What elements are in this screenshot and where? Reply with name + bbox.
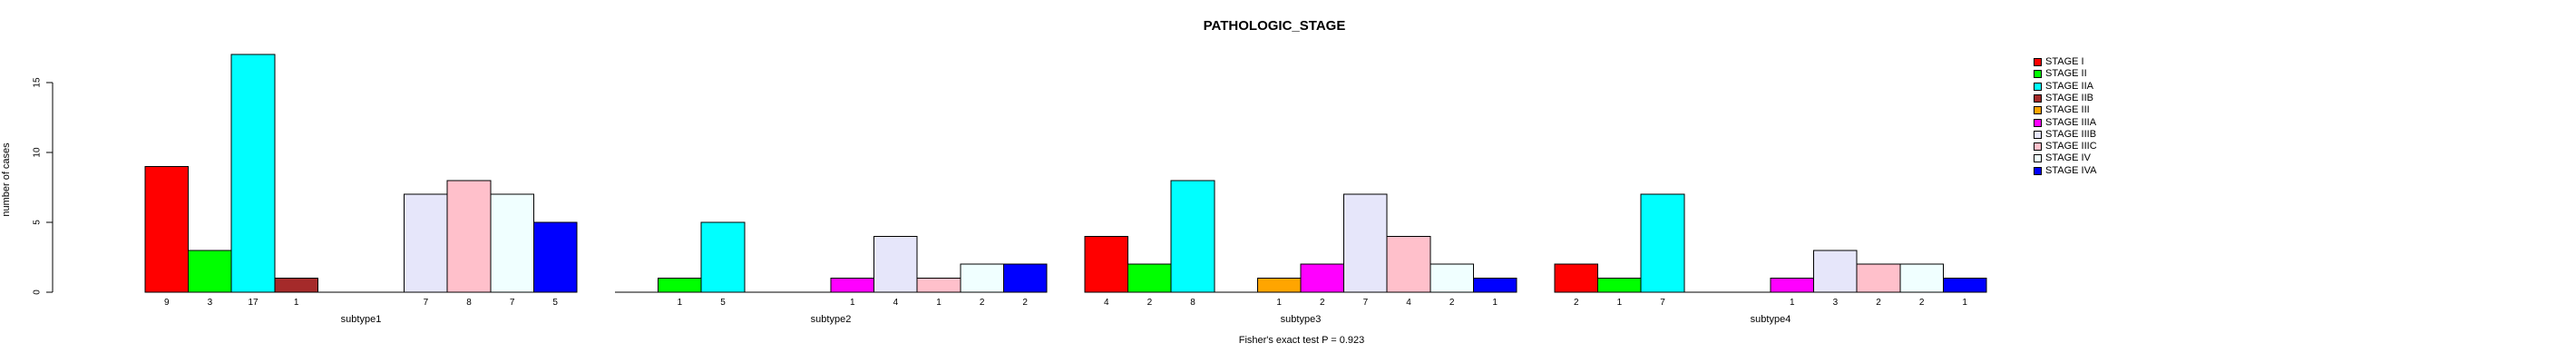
bar-stage-iiia-subtype2: [830, 278, 875, 293]
bar-stage-iva-subtype1: [532, 221, 578, 293]
bar-stage-iv-subtype1: [490, 193, 534, 293]
bar-value-label: 5: [552, 298, 558, 308]
bar-stage-iiia-subtype3: [1300, 263, 1345, 293]
x-group-label-subtype1: subtype1: [341, 314, 382, 325]
bar-stage-iv-subtype4: [1899, 263, 1944, 293]
bar-stage-iiib-subtype3: [1343, 193, 1388, 293]
bar-stage-iva-subtype4: [1942, 278, 1987, 293]
bar-stage-iv-subtype3: [1429, 263, 1474, 293]
bar-value-label: 7: [424, 298, 429, 308]
bar-stage-iia-subtype1: [230, 54, 276, 293]
bar-stage-iiib-subtype4: [1813, 250, 1858, 293]
bar-stage-iia-subtype2: [700, 221, 746, 293]
bar-stage-i-subtype3: [1084, 235, 1129, 293]
y-axis-tick-label: 5: [33, 220, 43, 225]
bar-value-label: 1: [936, 298, 942, 308]
bar-value-label: 1: [1276, 298, 1282, 308]
x-group-label-subtype4: subtype4: [1751, 314, 1791, 325]
bar-value-label: 2: [1449, 298, 1455, 308]
bar-stage-iii-subtype3: [1256, 278, 1302, 293]
bar-value-label: 4: [893, 298, 899, 308]
bar-value-label: 1: [850, 298, 855, 308]
bar-value-label: 1: [1492, 298, 1498, 308]
bar-value-label: 1: [1617, 298, 1623, 308]
bar-stage-ii-subtype3: [1127, 263, 1172, 293]
bar-stage-iva-subtype2: [1002, 263, 1048, 293]
bar-value-label: 1: [294, 298, 299, 308]
bar-stage-ii-subtype4: [1597, 278, 1642, 293]
bar-value-label: 3: [208, 298, 213, 308]
bar-stage-iiib-subtype2: [873, 235, 918, 293]
y-axis-tick-label: 0: [33, 289, 43, 295]
y-axis-label: number of cases: [1, 142, 12, 217]
bar-stage-iiia-subtype4: [1770, 278, 1815, 293]
bar-value-label: 8: [1190, 298, 1195, 308]
bar-value-label: 4: [1406, 298, 1411, 308]
bar-value-label: 7: [510, 298, 515, 308]
bar-value-label: 7: [1660, 298, 1665, 308]
bar-stage-ii-subtype2: [658, 278, 702, 293]
bar-value-label: 7: [1363, 298, 1369, 308]
bar-stage-iib-subtype1: [274, 278, 318, 293]
bar-stage-ii-subtype1: [188, 250, 232, 293]
bar-value-label: 2: [1876, 298, 1881, 308]
bar-value-label: 2: [980, 298, 985, 308]
bar-stage-iiic-subtype1: [446, 180, 492, 293]
y-axis-tick-label: 10: [33, 147, 43, 158]
bar-value-label: 4: [1104, 298, 1109, 308]
bar-stage-iiic-subtype4: [1856, 263, 1901, 293]
bar-stage-i-subtype4: [1554, 263, 1599, 293]
fisher-test-caption: Fisher's exact test P = 0.923: [1238, 335, 1365, 346]
bar-value-label: 1: [1790, 298, 1795, 308]
bar-value-label: 1: [1962, 298, 1967, 308]
bar-stage-i-subtype1: [144, 165, 190, 293]
y-axis-tick-label: 15: [33, 77, 43, 88]
bar-value-label: 2: [1147, 298, 1153, 308]
x-group-label-subtype2: subtype2: [811, 314, 852, 325]
bar-stage-iiib-subtype1: [404, 193, 448, 293]
bar-stage-iia-subtype3: [1170, 180, 1215, 293]
bar-stage-iva-subtype3: [1472, 278, 1517, 293]
bar-value-label: 2: [1574, 298, 1579, 308]
bar-stage-iiic-subtype2: [916, 278, 961, 293]
x-group-label-subtype3: subtype3: [1281, 314, 1322, 325]
bar-stage-iiic-subtype3: [1386, 235, 1431, 293]
bar-value-label: 8: [466, 298, 472, 308]
bar-value-label: 1: [678, 298, 683, 308]
bar-value-label: 2: [1320, 298, 1325, 308]
bar-value-label: 9: [164, 298, 170, 308]
bar-stage-iv-subtype2: [960, 263, 1004, 293]
bar-stage-iia-subtype4: [1640, 193, 1685, 293]
bar-value-label: 3: [1833, 298, 1839, 308]
bar-value-label: 5: [720, 298, 726, 308]
chart-title: PATHOLOGIC_STAGE: [1203, 18, 1346, 34]
bar-value-label: 17: [248, 298, 259, 308]
bar-value-label: 2: [1022, 298, 1028, 308]
bar-value-label: 2: [1919, 298, 1925, 308]
